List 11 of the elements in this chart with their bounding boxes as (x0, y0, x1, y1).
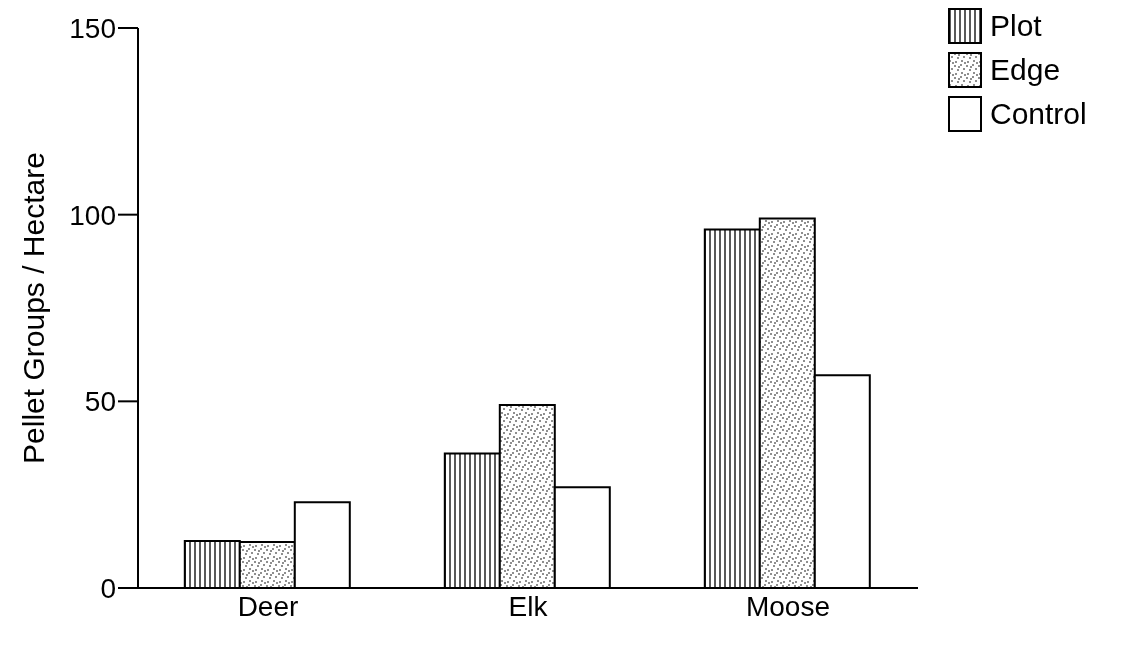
y-tick-label: 150 (69, 12, 116, 44)
x-tick-label: Moose (745, 590, 831, 622)
y-tick-label: 50 (84, 386, 116, 418)
legend-label: Edge (990, 53, 1061, 87)
x-tick-label: Deer (237, 590, 299, 622)
y-axis-title: Pellet Groups / Hectare (16, 152, 50, 464)
x-tick-label: Elk (508, 590, 549, 622)
y-tick-label: 0 (100, 572, 116, 604)
y-tick-label: 100 (69, 199, 116, 231)
legend-label: Plot (990, 9, 1042, 43)
legend-label: Control (990, 97, 1087, 131)
